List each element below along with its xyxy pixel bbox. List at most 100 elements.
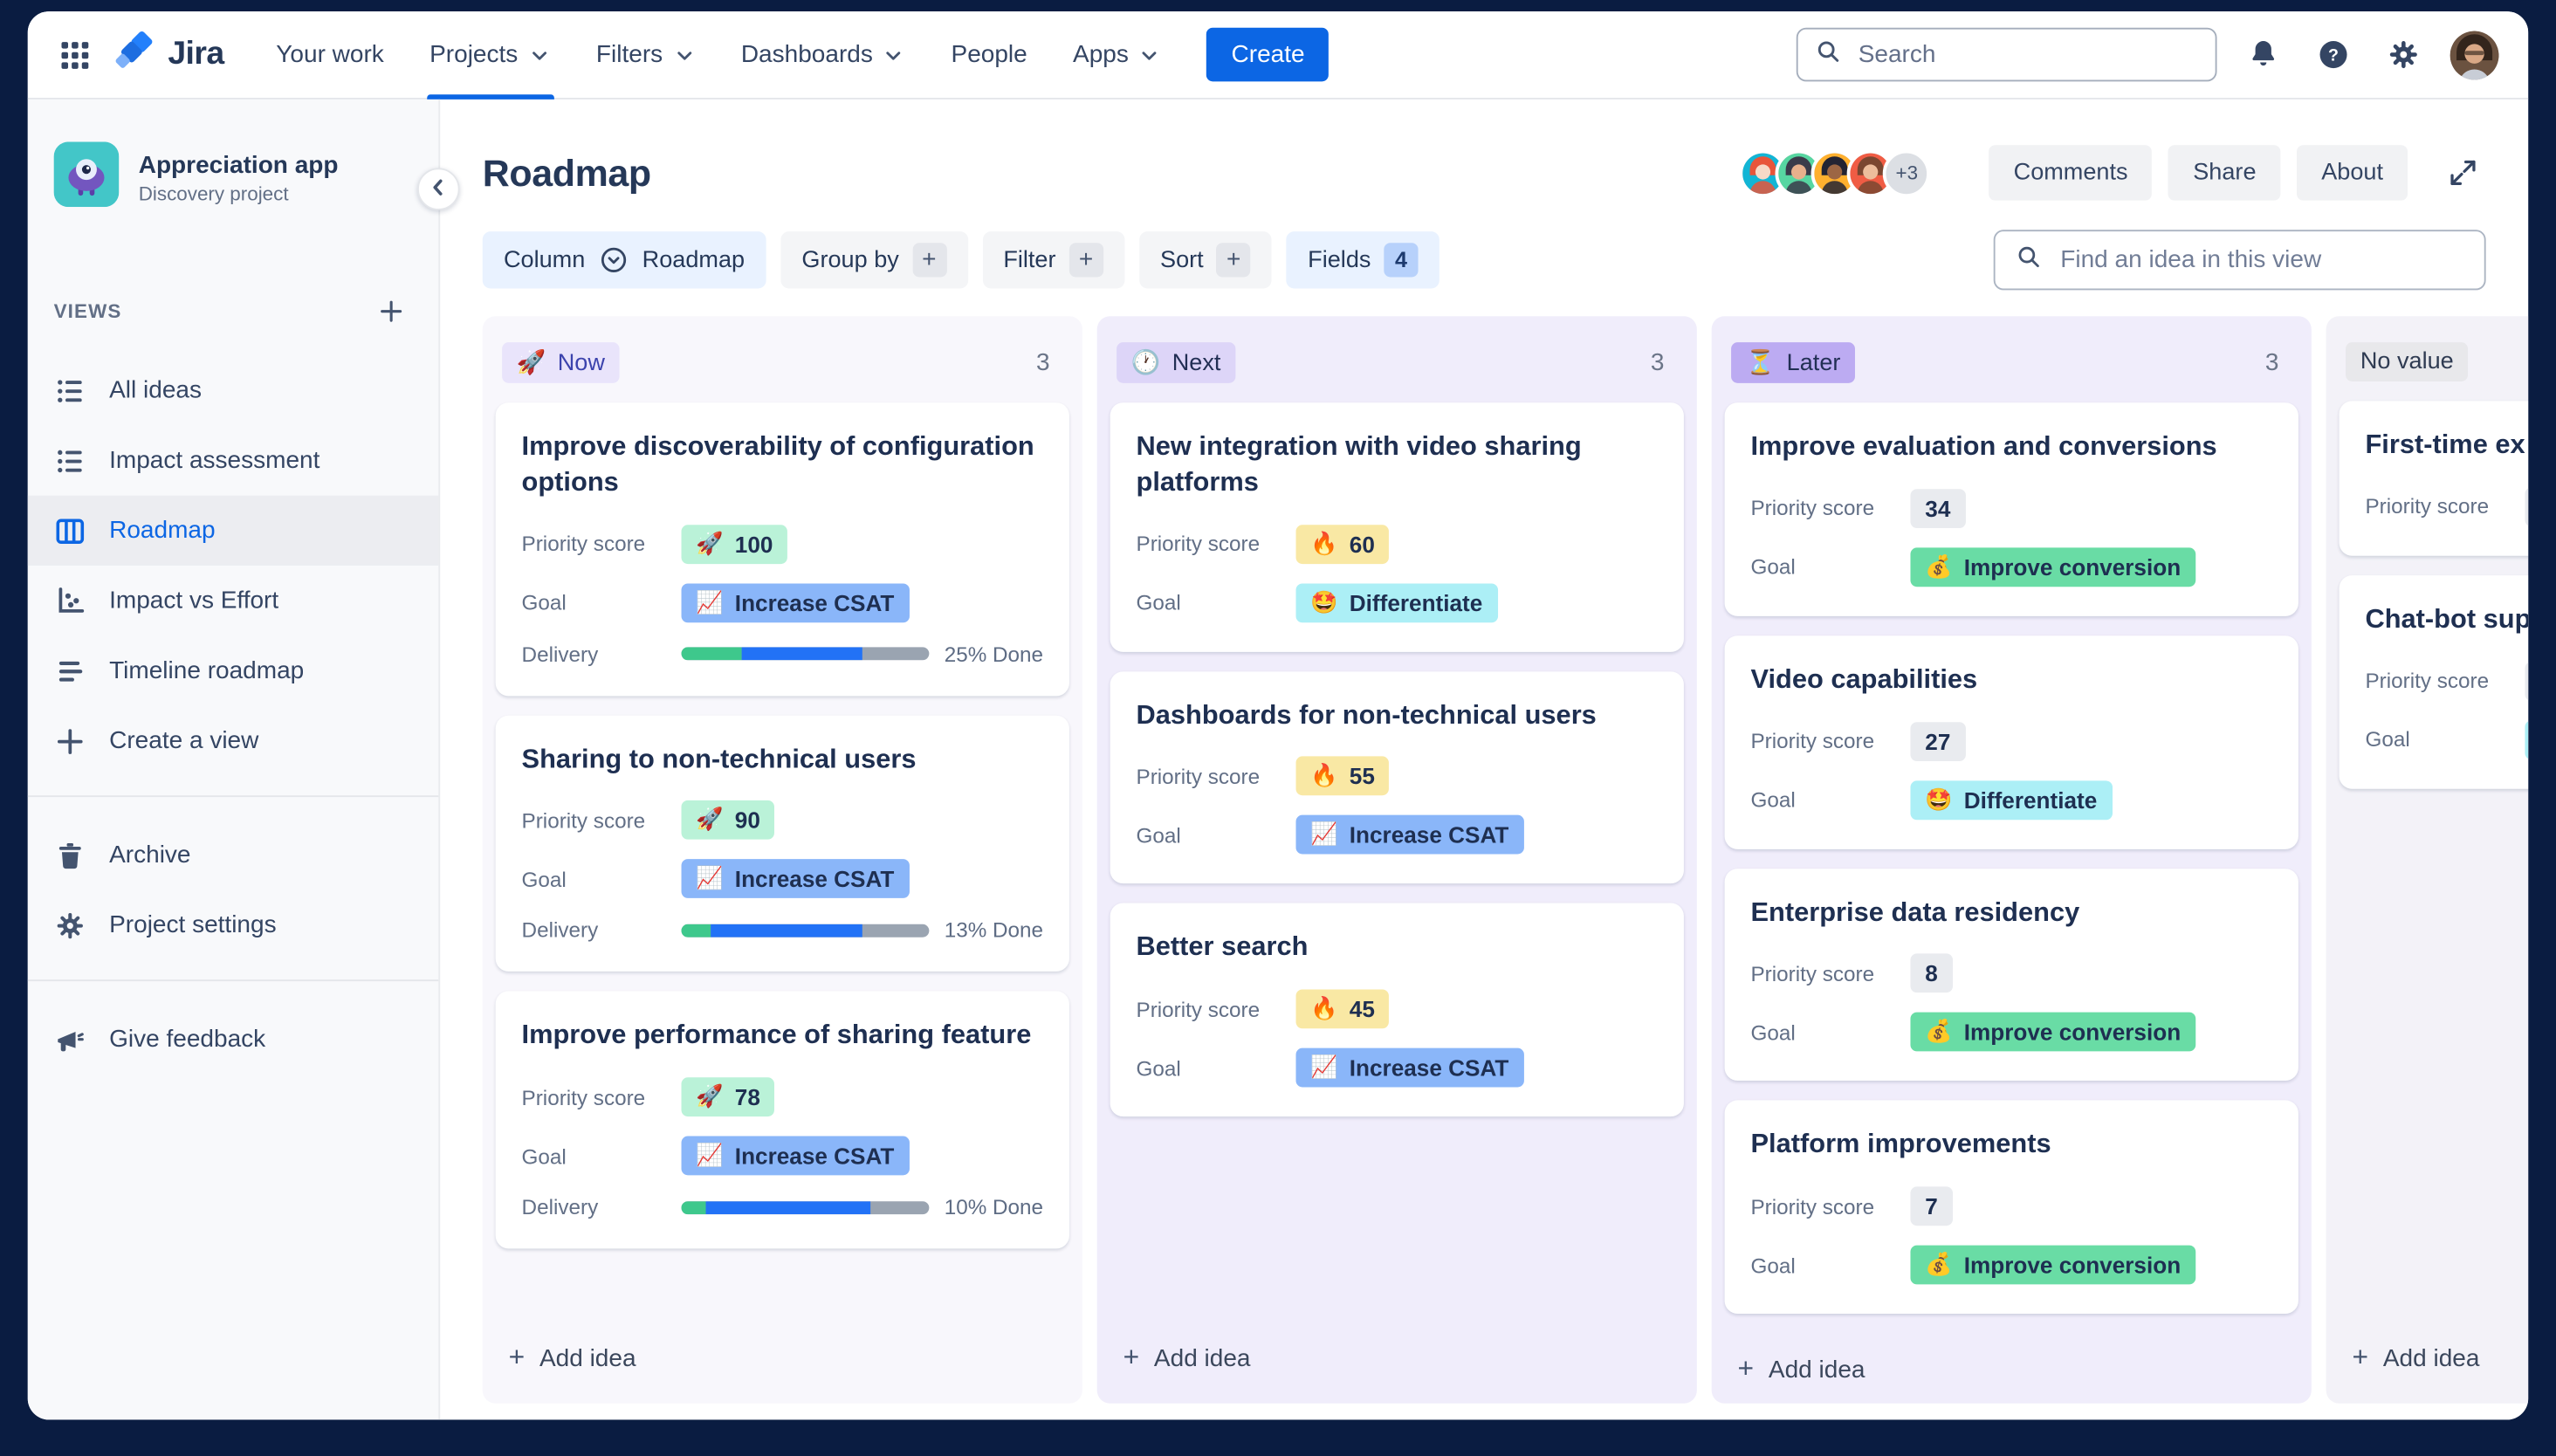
idea-card[interactable]: First-time ex Priority score 6 (2339, 401, 2529, 556)
idea-card[interactable]: Improve discoverability of configuration… (495, 402, 1069, 696)
goal-badge[interactable]: 📈 Increase CSAT (681, 582, 910, 622)
priority-score-badge[interactable]: 🔥 45 (1295, 989, 1390, 1029)
sidebar-item-archive[interactable]: Archive (28, 820, 439, 889)
add-view-icon[interactable] (370, 290, 413, 333)
add-idea-button[interactable]: + Add idea (1110, 1322, 1684, 1390)
board-icon (54, 514, 86, 546)
fullscreen-expand-icon[interactable] (2440, 150, 2485, 196)
pill-plus-icon: + (911, 243, 946, 278)
idea-card[interactable]: Improve evaluation and conversions Priori… (1724, 402, 2298, 616)
help-icon[interactable]: ? (2310, 31, 2357, 78)
sidebar-collapse-button[interactable] (417, 168, 460, 210)
avatar-overflow-count[interactable]: +3 (1883, 148, 1931, 197)
idea-card[interactable]: Chat-bot sup Priority score 6 Goal 🤩Differen… (2339, 574, 2529, 788)
priority-score-label: Priority score (521, 807, 646, 833)
goal-badge[interactable]: 💰 Improve conversion (1910, 1013, 2195, 1052)
goal-badge[interactable]: 🤩Differentiate (1910, 780, 2113, 820)
project-header[interactable]: Appreciation app Discovery project (28, 141, 439, 215)
priority-score-badge[interactable]: 8 (1910, 953, 1953, 993)
goal-label: Goal (1136, 1055, 1181, 1081)
find-idea-search[interactable] (1993, 230, 2486, 291)
priority-score-badge[interactable]: 6 (2525, 486, 2529, 526)
idea-card[interactable]: Sharing to non-technical users Priority s… (495, 714, 1069, 972)
settings-gear-icon[interactable] (2380, 31, 2427, 78)
priority-score-label: Priority score (521, 531, 646, 556)
filter-pill[interactable]: Filter + (982, 231, 1124, 289)
about-button[interactable]: About (2297, 145, 2408, 201)
search-input[interactable] (1854, 38, 2199, 71)
sidebar-item-create-a-view[interactable]: Create a view (28, 706, 439, 776)
sidebar-item-label: All ideas (109, 376, 202, 405)
delivery-done-text: 10% Done (944, 1194, 1044, 1219)
column-status-badge[interactable]: ⏳ Later (1731, 342, 1856, 383)
priority-score-badge[interactable]: 🔥 60 (1295, 524, 1390, 564)
fields-pill[interactable]: Fields 4 (1286, 231, 1439, 289)
app-switcher-icon[interactable] (51, 31, 100, 79)
sidebar-item-give-feedback[interactable]: Give feedback (28, 1004, 439, 1074)
sidebar-item-project-settings[interactable]: Project settings (28, 890, 439, 960)
priority-score-badge-emoji: 🚀 (696, 530, 724, 555)
priority-score-badge[interactable]: 34 (1910, 488, 1966, 528)
priority-score-badge[interactable]: 🚀 100 (681, 524, 788, 564)
goal-badge[interactable]: 📈 Increase CSAT (681, 859, 910, 899)
idea-card-title: Improve discoverability of configuration… (521, 431, 1034, 498)
share-button[interactable]: Share (2168, 145, 2281, 201)
goal-badge[interactable]: 📈 Increase CSAT (1295, 815, 1524, 855)
priority-score-badge[interactable]: 27 (1910, 721, 1966, 761)
nav-item-apps[interactable]: Apps (1050, 11, 1184, 99)
idea-card[interactable]: Better search Priority score 🔥 45 Goal 📈 Incre… (1110, 903, 1684, 1117)
idea-card[interactable]: Platform improvements Priority score 7 Goal… (1724, 1100, 2298, 1315)
goal-badge[interactable]: 📈 Increase CSAT (1295, 1047, 1524, 1088)
create-button[interactable]: Create (1206, 27, 1330, 82)
sidebar-item-timeline-roadmap[interactable]: Timeline roadmap (28, 635, 439, 705)
sidebar-item-all-ideas[interactable]: All ideas (28, 355, 439, 425)
goal-badge[interactable]: 🤩Differentiate (2525, 719, 2529, 759)
sidebar-item-impact-vs-effort[interactable]: Impact vs Effort (28, 566, 439, 635)
add-idea-button[interactable]: + Add idea (2340, 1322, 2529, 1390)
priority-score-badge[interactable]: 6 (2525, 661, 2529, 701)
sidebar-item-roadmap[interactable]: Roadmap (27, 495, 439, 566)
add-idea-button[interactable]: + Add idea (1725, 1334, 2298, 1402)
column-status-badge[interactable]: No value (2346, 342, 2469, 381)
notifications-bell-icon[interactable] (2240, 31, 2287, 78)
nav-item-your-work[interactable]: Your work (253, 11, 407, 99)
column-status-badge[interactable]: 🕐 Next (1117, 342, 1236, 383)
jira-logo[interactable]: Jira (115, 31, 224, 79)
goal-row: Goal 📈 Increase CSAT (522, 1136, 1044, 1176)
idea-card[interactable]: Video capabilities Priority score 27 Goal 🤩 D… (1724, 635, 2298, 848)
nav-item-dashboards[interactable]: Dashboards (718, 11, 929, 99)
nav-item-people[interactable]: People (928, 11, 1050, 99)
sidebar-item-impact-assessment[interactable]: Impact assessment (28, 425, 439, 495)
priority-score-badge-value: 100 (734, 530, 773, 557)
priority-score-badge[interactable]: 🚀 90 (681, 800, 775, 841)
sort-pill[interactable]: Sort + (1138, 231, 1273, 289)
goal-badge[interactable]: 📈 Increase CSAT (681, 1136, 910, 1176)
goal-badge[interactable]: 💰 Improve conversion (1910, 1245, 2195, 1285)
priority-score-badge[interactable]: 🚀 78 (681, 1077, 775, 1117)
user-avatar[interactable] (2450, 30, 2499, 79)
idea-card[interactable]: New integration with video sharing platf… (1110, 402, 1684, 652)
priority-score-badge[interactable]: 🔥 55 (1295, 756, 1390, 796)
goal-badge-emoji: 📈 (696, 589, 724, 615)
app-body: Appreciation app Discovery project VIEWS… (27, 99, 2529, 1420)
collaborator-avatars[interactable]: +3 (1739, 148, 1931, 197)
comments-button[interactable]: Comments (1989, 145, 2153, 201)
nav-item-filters[interactable]: Filters (574, 11, 718, 99)
group-by-pill[interactable]: Group by + (780, 231, 968, 289)
column-selector-pill[interactable]: Column Roadmap (482, 231, 766, 289)
find-idea-input[interactable] (2057, 244, 2465, 276)
priority-score-badge[interactable]: 7 (1910, 1186, 1953, 1226)
priority-score-label: Priority score (1136, 531, 1261, 556)
idea-card[interactable]: Improve performance of sharing feature Pr… (495, 991, 1069, 1249)
nav-item-projects[interactable]: Projects (407, 11, 574, 99)
goal-badge[interactable]: 🤩Differentiate (1295, 582, 1498, 622)
priority-score-row: Priority score 6 (2365, 661, 2529, 701)
idea-card[interactable]: Enterprise data residency Priority score 8… (1724, 868, 2298, 1082)
column-status-badge[interactable]: 🚀 Now (502, 342, 620, 383)
idea-card[interactable]: Dashboards for non-technical users Priori… (1110, 670, 1684, 884)
global-search[interactable] (1796, 27, 2217, 82)
priority-score-label: Priority score (1750, 961, 1875, 986)
chevron-down-icon (528, 43, 551, 65)
add-idea-button[interactable]: + Add idea (496, 1322, 1069, 1390)
goal-badge[interactable]: 💰 Improve conversion (1910, 546, 2195, 587)
